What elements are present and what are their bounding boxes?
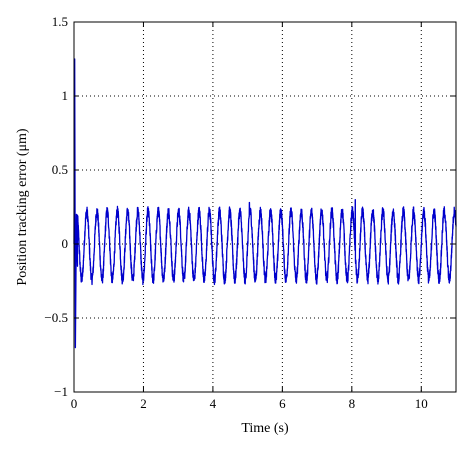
x-axis-label: Time (s) — [241, 421, 289, 436]
y-tick-label: 0 — [62, 236, 69, 251]
y-tick-label: −0.5 — [44, 310, 68, 325]
grid — [74, 22, 456, 392]
y-tick-label: 0.5 — [52, 162, 68, 177]
x-tick-label: 6 — [279, 396, 286, 411]
y-axis-label: Position tracking error (μm) — [15, 128, 30, 286]
x-tick-label: 4 — [210, 396, 217, 411]
x-tick-label: 0 — [71, 396, 78, 411]
error-series-line — [73, 58, 457, 349]
x-tick-label: 2 — [140, 396, 147, 411]
x-tick-label: 8 — [349, 396, 356, 411]
y-tick-label: −1 — [54, 384, 68, 399]
x-tick-label: 10 — [415, 396, 428, 411]
ticks: 0 2 4 6 8 10 −1 −0.5 0 0.5 1 1.5 — [44, 14, 456, 411]
series-group — [73, 58, 457, 349]
y-tick-label: 1 — [62, 88, 69, 103]
plot-frame — [73, 21, 457, 393]
y-tick-label: 1.5 — [52, 14, 68, 29]
